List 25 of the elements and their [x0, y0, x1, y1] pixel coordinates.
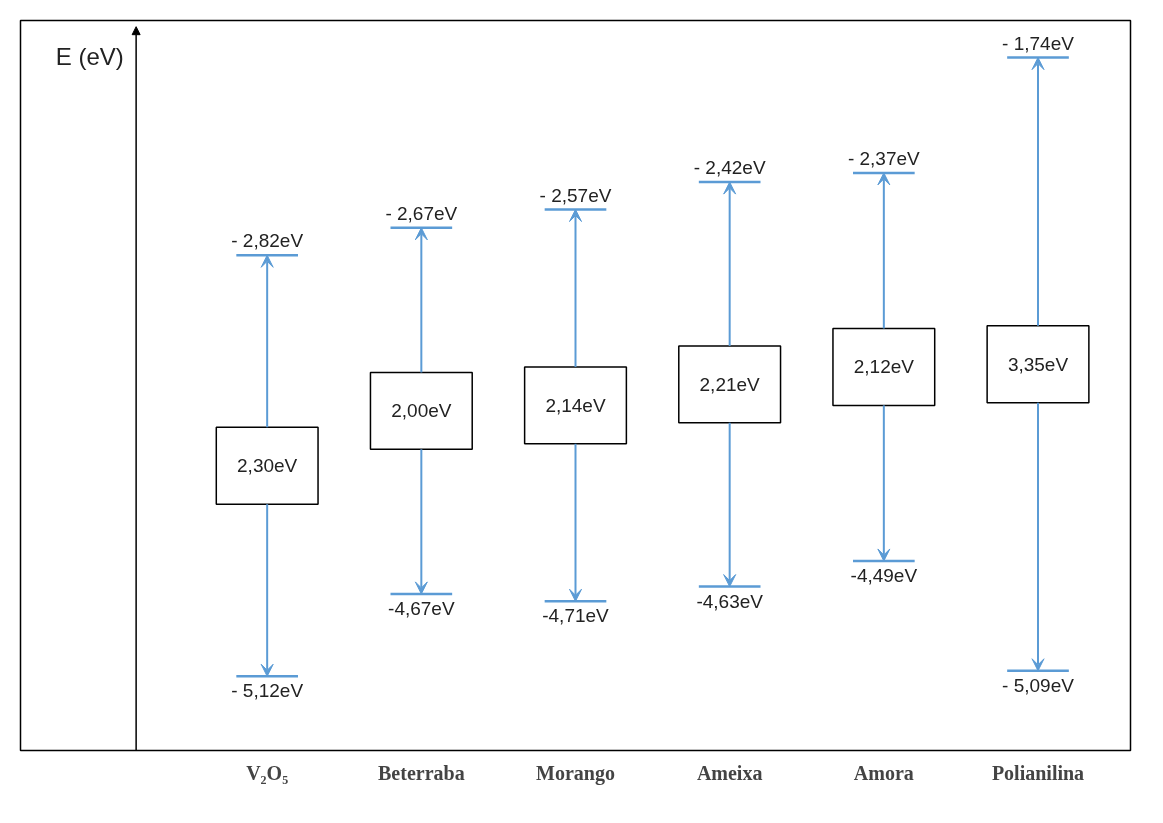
data-label: - 5,12eV	[231, 680, 304, 702]
category-label: Beterraba	[378, 761, 465, 784]
data-label: 2,21eV	[699, 373, 761, 395]
data-label: -4,67eV	[388, 597, 455, 619]
data-label: - 5,09eV	[1002, 674, 1075, 696]
category-label: V₂O₅	[246, 761, 289, 784]
category-label: Ameixa	[696, 761, 763, 784]
data-label: - 2,42eV	[693, 157, 766, 179]
data-label: - 1,74eV	[1002, 32, 1075, 54]
data-label: -4,49eV	[850, 564, 918, 586]
category-label: Amora	[853, 761, 914, 784]
data-label: 2,12eV	[853, 356, 915, 378]
category-label: Polianilina	[991, 761, 1085, 784]
data-label: - 2,57eV	[539, 184, 612, 206]
data-label: -4,71eV	[542, 605, 610, 627]
data-label: - 2,82eV	[231, 230, 304, 252]
data-label: 2,14eV	[545, 394, 606, 416]
data-label: - 2,67eV	[385, 202, 458, 224]
category-label: Morango	[536, 761, 615, 785]
text: E (eV)	[55, 42, 124, 70]
data-label: 3,35eV	[1007, 353, 1069, 375]
data-label: 2,00eV	[391, 400, 452, 422]
data-label: -4,63eV	[696, 590, 764, 612]
data-label: 2,30eV	[237, 455, 298, 477]
data-label: - 2,37eV	[847, 147, 921, 169]
